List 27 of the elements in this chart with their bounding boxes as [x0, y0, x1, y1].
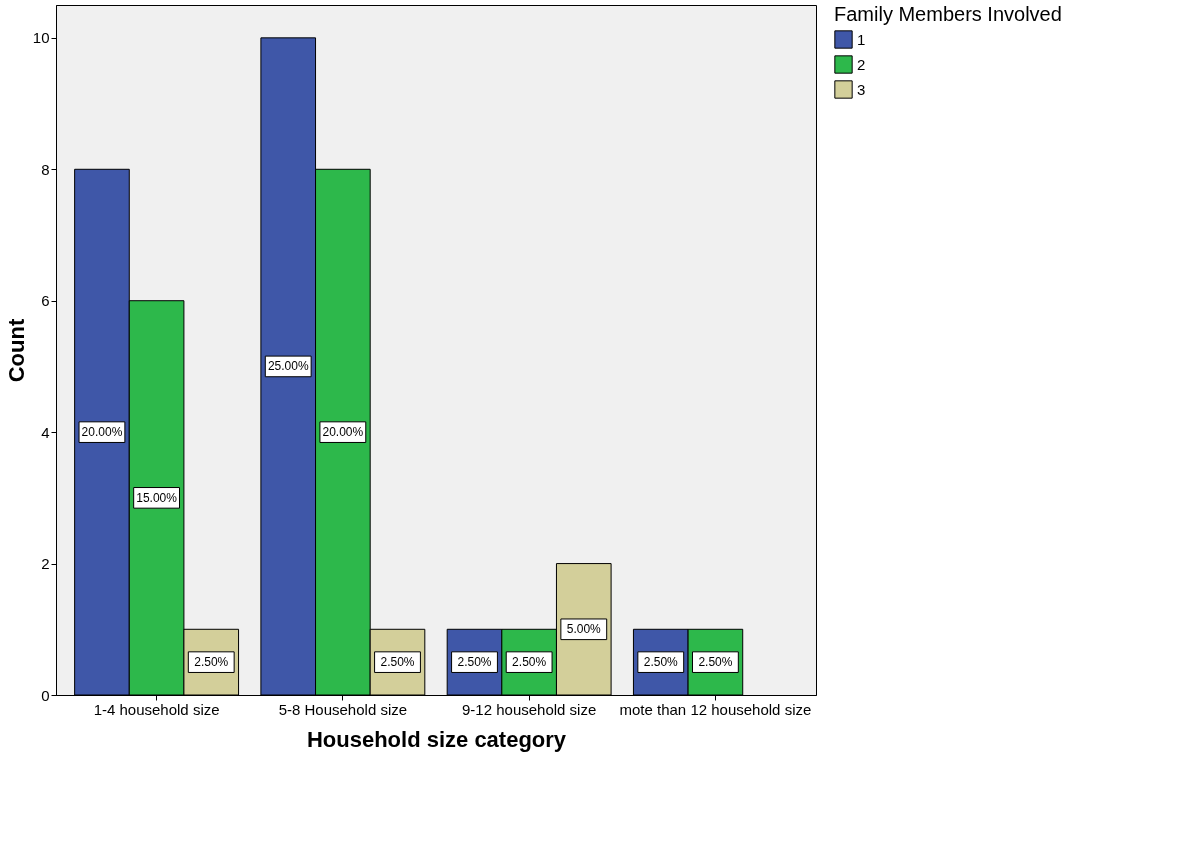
legend-label: 3: [857, 80, 866, 98]
annotation: 2.50%: [698, 655, 733, 670]
annotation: 20.00%: [81, 425, 123, 440]
annotation: 5.00%: [566, 622, 602, 637]
y-tick-label: 4: [41, 423, 50, 441]
annotation: 25.00%: [267, 359, 309, 374]
y-axis-title: Count: [3, 318, 29, 383]
x-tick-label: 5-8 Household size: [278, 700, 408, 718]
annotation: 2.50%: [643, 655, 679, 670]
annotation: 2.50%: [194, 655, 229, 670]
x-axis-title: Household size category: [306, 726, 567, 752]
annotation: 15.00%: [136, 490, 178, 505]
annotation: 2.50%: [380, 655, 415, 670]
x-tick-label: 1-4 household size: [93, 700, 220, 718]
y-tick-label: 0: [41, 686, 50, 704]
legend-label: 2: [857, 55, 866, 73]
x-tick-label: 9-12 household size: [462, 700, 597, 718]
annotation: 2.50%: [512, 655, 547, 670]
y-tick-label: 8: [41, 160, 50, 178]
y-tick-label: 10: [32, 29, 50, 47]
legend-title: Family Members Involved: [834, 3, 1062, 25]
y-tick-label: 6: [41, 292, 50, 310]
legend-label: 1: [857, 30, 866, 48]
x-tick-label: mote than 12 household size: [619, 700, 812, 718]
y-tick-label: 2: [41, 555, 50, 573]
annotation: 20.00%: [322, 425, 364, 440]
annotation: 2.50%: [457, 655, 492, 670]
